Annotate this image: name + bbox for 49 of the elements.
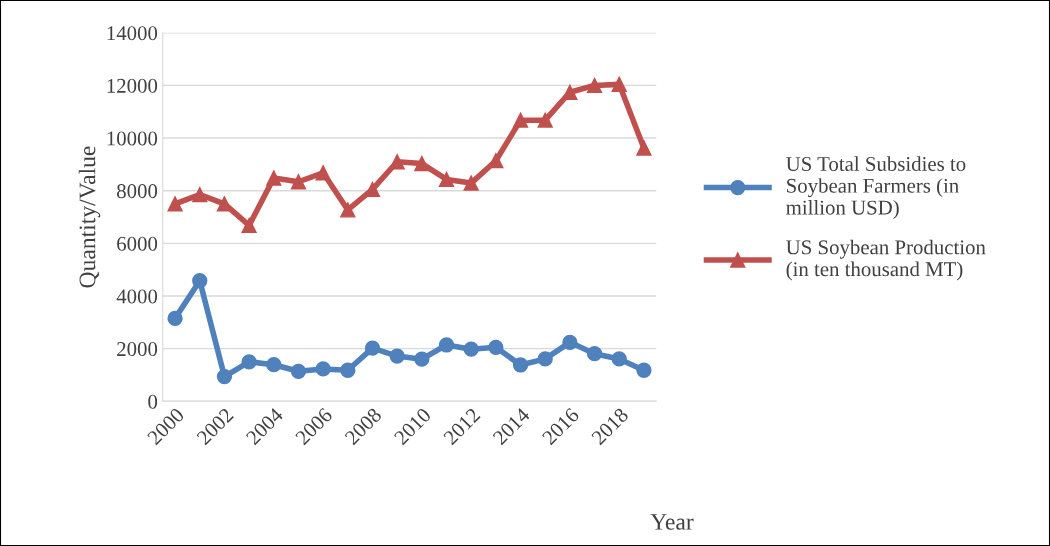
point [266, 357, 282, 373]
point [340, 202, 356, 218]
y-axis-title: Quantity/Value [78, 146, 101, 288]
y-tick-label: 0 [148, 394, 158, 409]
point [216, 368, 233, 385]
point [586, 77, 603, 94]
point [340, 362, 356, 378]
point [562, 334, 578, 350]
point [241, 354, 257, 370]
point [537, 351, 553, 367]
point [389, 348, 405, 364]
x-axis-title: Year [650, 514, 694, 530]
point [389, 154, 405, 170]
point [586, 346, 603, 362]
point [463, 341, 479, 357]
y-tick-label: 12000 [107, 78, 158, 93]
point [167, 310, 183, 327]
point [290, 174, 307, 190]
point [611, 351, 627, 367]
y-tick-label: 4000 [116, 289, 158, 304]
point [315, 361, 331, 377]
point [537, 112, 553, 128]
point [512, 112, 529, 128]
point [463, 175, 479, 191]
point [266, 170, 282, 186]
y-tick-label: 6000 [117, 236, 158, 251]
point [512, 357, 529, 373]
legend-label: US Total Subsidies to Soybean Farmers (in million USD) [786, 156, 966, 219]
point [562, 84, 578, 100]
point [290, 363, 307, 379]
point [611, 76, 627, 92]
y-tick-label: 2000 [117, 342, 158, 357]
point [315, 165, 331, 181]
y-tick-label: 8000 [117, 184, 158, 199]
point [488, 339, 504, 355]
y-tick-label: 10000 [107, 131, 158, 146]
point [636, 140, 652, 156]
point [192, 187, 208, 203]
point [438, 171, 455, 188]
point [438, 337, 455, 353]
point [414, 351, 430, 367]
point [414, 155, 430, 172]
point [241, 217, 257, 234]
point [192, 273, 208, 289]
legend-label: US Soybean Production (in ten thousand MT) [786, 239, 986, 281]
y-tick-label: 14000 [107, 26, 158, 41]
point [364, 340, 381, 356]
point [636, 362, 652, 378]
point [167, 196, 183, 212]
